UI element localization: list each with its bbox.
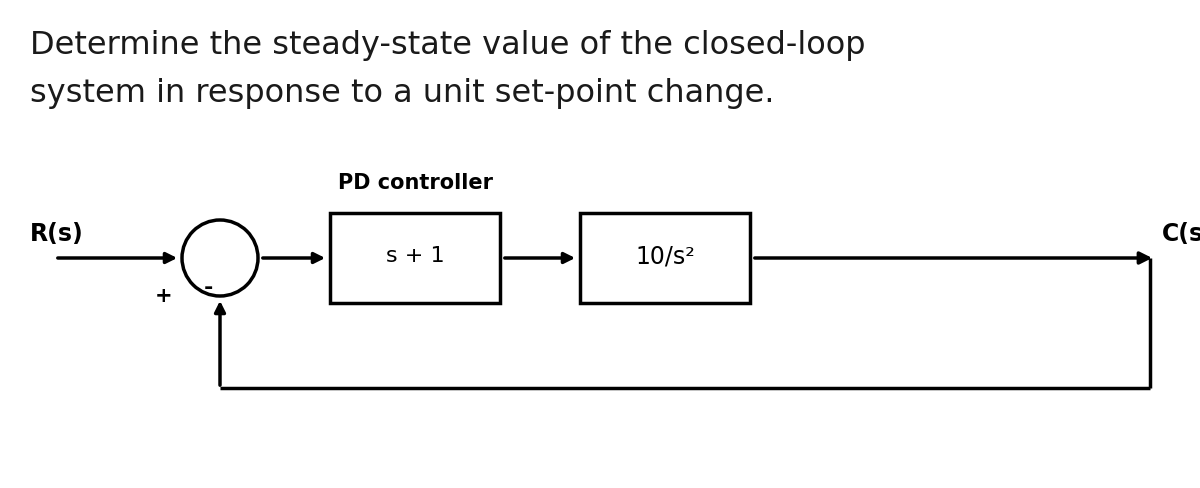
Text: R(s): R(s) (30, 222, 84, 246)
Text: -: - (203, 278, 212, 298)
Text: system in response to a unit set-point change.: system in response to a unit set-point c… (30, 78, 774, 109)
Text: s + 1: s + 1 (385, 246, 444, 266)
Bar (580, 213, 750, 303)
Bar (330, 213, 500, 303)
Text: 10/s²: 10/s² (635, 244, 695, 268)
Text: Determine the steady-state value of the closed-loop: Determine the steady-state value of the … (30, 30, 865, 61)
Text: C(s): C(s) (1162, 222, 1200, 246)
Text: +: + (155, 286, 173, 306)
Text: PD controller: PD controller (337, 173, 492, 193)
